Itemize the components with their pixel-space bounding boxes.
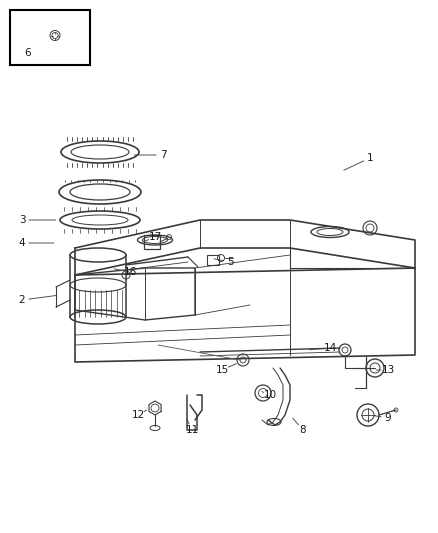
Text: 17: 17	[148, 232, 162, 242]
Text: 4: 4	[19, 238, 25, 248]
Bar	[207, 255, 219, 265]
Text: 11: 11	[185, 425, 198, 435]
Bar	[144, 235, 160, 249]
Text: 12: 12	[131, 410, 145, 420]
Text: 16: 16	[124, 267, 137, 277]
Text: 6: 6	[25, 48, 31, 58]
Text: 7: 7	[160, 150, 166, 160]
Text: 15: 15	[215, 365, 229, 375]
Text: 10: 10	[263, 390, 276, 400]
Text: 2: 2	[19, 295, 25, 305]
Bar	[10, 10, 90, 65]
Text: 5: 5	[227, 257, 233, 267]
Text: 8: 8	[300, 425, 306, 435]
Text: 3: 3	[19, 215, 25, 225]
Text: 13: 13	[381, 365, 395, 375]
Text: 14: 14	[323, 343, 337, 353]
Text: 9: 9	[385, 413, 391, 423]
Text: 1: 1	[367, 153, 373, 163]
